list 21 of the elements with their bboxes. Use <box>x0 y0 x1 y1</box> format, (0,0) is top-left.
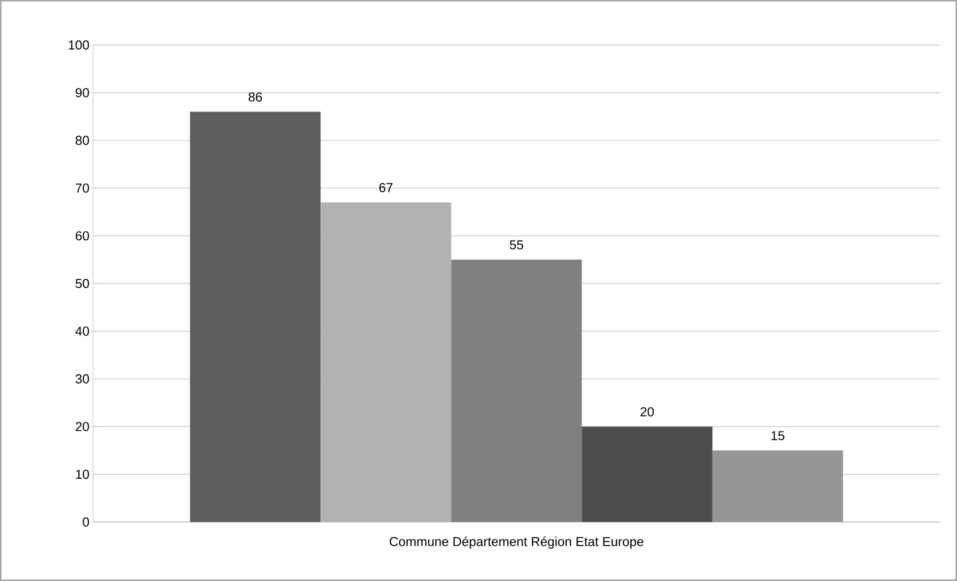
y-tick-label: 100 <box>68 40 89 50</box>
y-tick-label: 10 <box>76 470 89 479</box>
data-label: 15 <box>771 431 784 440</box>
y-tick-label: 0 <box>82 517 89 527</box>
y-tick-label: 20 <box>76 422 89 432</box>
data-label: 55 <box>510 240 524 250</box>
bar <box>712 450 844 522</box>
y-tick-label: 80 <box>76 136 89 145</box>
y-tick-label: 70 <box>76 183 89 193</box>
y-tick-label: 90 <box>76 88 89 98</box>
y-tick-label: 40 <box>75 326 89 336</box>
bar <box>582 426 712 522</box>
data-label: 20 <box>640 407 654 416</box>
bar <box>451 260 582 522</box>
bar <box>190 112 321 522</box>
data-label: 86 <box>248 92 262 102</box>
x-tick-label: Commune Département Région Etat Europe <box>390 536 644 549</box>
y-tick-label: 60 <box>76 231 89 240</box>
y-tick-label: 30 <box>76 374 89 384</box>
data-label: 67 <box>379 183 392 192</box>
y-tick-label: 50 <box>76 278 89 288</box>
